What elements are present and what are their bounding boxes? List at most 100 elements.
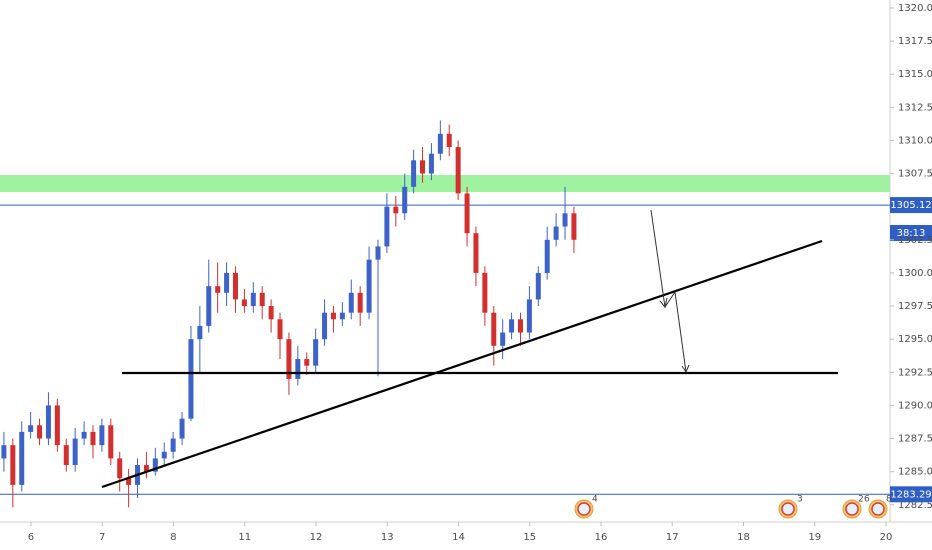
candle-body [206, 286, 212, 326]
candle-body [81, 431, 87, 439]
candle-body [63, 445, 69, 466]
candle-body [464, 193, 470, 234]
candle-body [437, 133, 443, 154]
y-tick-label: 1292.50 [898, 367, 932, 378]
candle-body [277, 319, 283, 340]
candle-body [500, 332, 506, 346]
x-tick-label: 11 [238, 532, 251, 543]
candle-body [108, 425, 114, 459]
x-tick-label: 19 [808, 532, 821, 543]
candle-body [19, 431, 25, 485]
candle-body [143, 465, 149, 472]
candle-body [126, 478, 132, 485]
candle-body [366, 259, 372, 313]
candle-body [188, 339, 194, 419]
x-tick-label: 8 [170, 532, 176, 543]
candle-body [482, 272, 488, 313]
candle-body [330, 312, 336, 320]
candle-body [161, 451, 167, 459]
event-icon-flag [871, 502, 885, 516]
event-icon-flag [781, 502, 795, 516]
candle-body [446, 133, 452, 148]
candle-body [348, 292, 354, 313]
candle-body [544, 239, 550, 273]
candle-body [90, 431, 96, 446]
countdown-box [890, 225, 932, 241]
candle-body [473, 233, 479, 273]
event-count: 4 [592, 495, 598, 505]
candle-body [215, 286, 221, 293]
candle-body [491, 312, 497, 346]
candle-body [339, 312, 345, 320]
candle-body [571, 213, 577, 240]
projection-arrow [650, 209, 687, 373]
event-count: 2 [858, 495, 864, 505]
candle-body [393, 206, 399, 214]
y-tick-label: 1317.50 [898, 36, 932, 47]
y-tick-label: 1307.50 [898, 169, 932, 180]
candle-body [304, 359, 310, 366]
price-label-box [890, 197, 932, 214]
candle-body [1, 445, 7, 459]
candle-body [402, 186, 408, 214]
y-tick-label: 1287.50 [898, 434, 932, 445]
candle-body [526, 299, 532, 333]
candle-body [170, 438, 176, 452]
candle-body [10, 445, 16, 485]
x-tick-label: 18 [737, 532, 750, 543]
candle-body [295, 359, 301, 379]
candle-body [384, 206, 390, 247]
y-tick-label: 1300.00 [898, 268, 932, 279]
x-tick-label: 15 [523, 532, 536, 543]
price-label: 1283.29 [890, 489, 931, 500]
candle-body [553, 226, 559, 240]
candle-body [375, 246, 381, 260]
x-tick-label: 14 [452, 532, 465, 543]
candle-body [45, 405, 51, 439]
candle-body [268, 306, 274, 320]
y-tick-label: 1315.00 [898, 69, 932, 80]
event-count: 3 [797, 495, 803, 505]
candle-body [535, 272, 541, 300]
candle-body [509, 319, 515, 333]
x-tick-label: 13 [381, 532, 394, 543]
candle-body [517, 319, 523, 333]
candle-body [286, 339, 292, 379]
x-tick-label: 7 [99, 532, 105, 543]
price-label-box [890, 486, 932, 503]
y-tick-label: 1312.50 [898, 102, 932, 113]
candle-body [37, 425, 43, 439]
arrow-head [659, 297, 668, 309]
resistance-zone [0, 175, 890, 192]
y-tick-label: 1290.00 [898, 400, 932, 411]
candle-body [117, 458, 123, 479]
x-tick-label: 17 [666, 532, 679, 543]
candle-body [99, 425, 105, 446]
candle-body [72, 438, 78, 466]
candle-body [313, 339, 319, 366]
candle-body [259, 292, 265, 307]
candle-body [152, 458, 158, 472]
candle-body [420, 160, 426, 174]
trend-line [101, 239, 823, 489]
y-tick-label: 1302.50 [898, 235, 932, 246]
y-tick-label: 1310.00 [898, 135, 932, 146]
candle-body [250, 292, 256, 307]
candle-body [562, 213, 568, 227]
event-icon-flag [845, 502, 859, 516]
candle-body [455, 147, 461, 194]
candle-body [428, 153, 434, 174]
plot [0, 120, 890, 508]
candle-body [54, 405, 60, 446]
event-icon-flag [577, 502, 591, 516]
candle-body [28, 425, 34, 432]
x-tick-label: 16 [595, 532, 608, 543]
candle-body [179, 418, 185, 439]
countdown: 38:13 [897, 228, 926, 239]
event-count: 8 [886, 495, 892, 505]
x-tick-label: 12 [310, 532, 323, 543]
x-tick-label: 6 [28, 532, 34, 543]
candle-body [322, 312, 328, 340]
x-tick-label: 20 [880, 532, 893, 543]
